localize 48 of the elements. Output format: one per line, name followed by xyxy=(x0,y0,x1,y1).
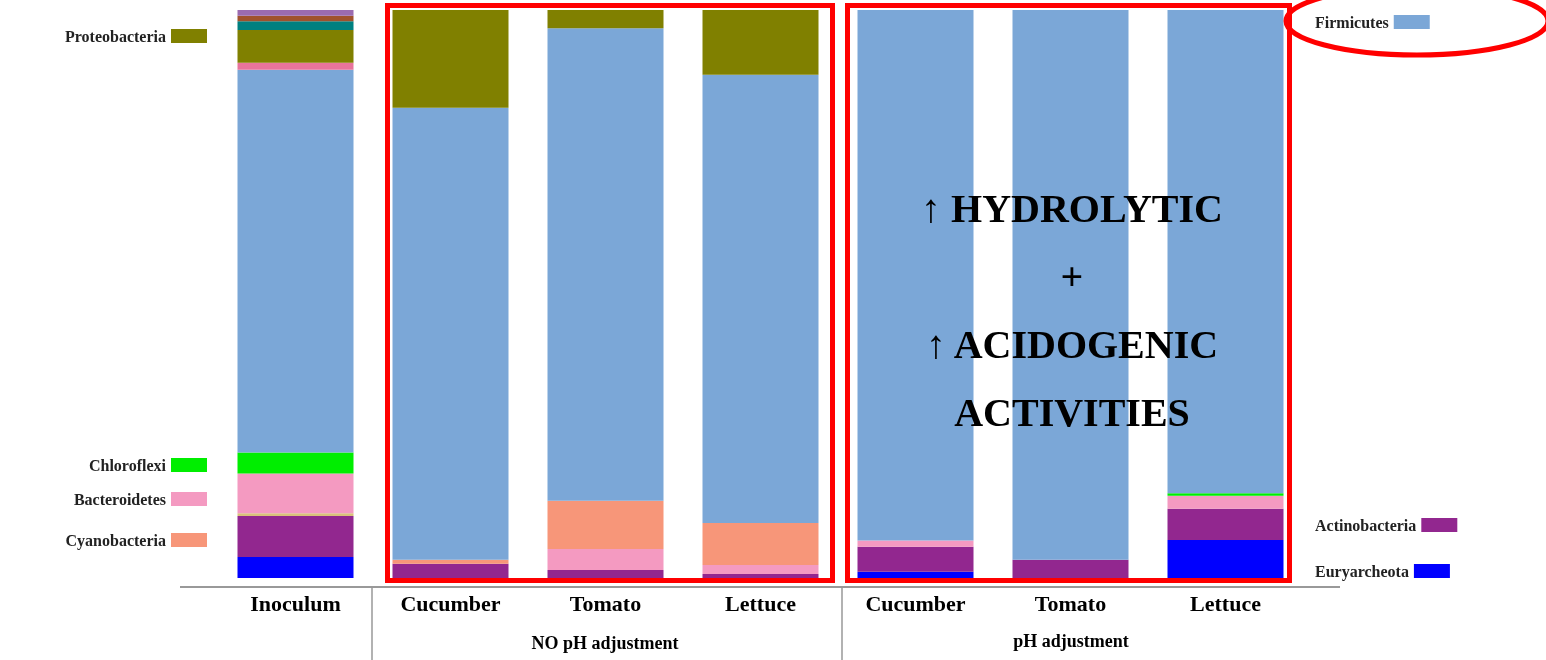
bar xyxy=(392,107,509,560)
bar xyxy=(547,28,664,501)
bar xyxy=(702,522,819,565)
legend-label: Actinobacteria xyxy=(1314,516,1417,534)
legend-label: Cyanobacteria xyxy=(65,531,166,550)
bar xyxy=(857,540,974,547)
bar xyxy=(237,516,354,557)
bar xyxy=(237,21,354,30)
legend-label: Chloroflexi xyxy=(88,456,167,474)
text: pH adjustment xyxy=(1013,631,1129,651)
text: NO pH adjustment xyxy=(531,633,679,653)
bar xyxy=(237,29,354,63)
bar xyxy=(547,10,664,29)
bar xyxy=(237,452,354,474)
bar xyxy=(1167,539,1284,578)
bar xyxy=(392,563,509,578)
bar xyxy=(1167,493,1284,496)
bar xyxy=(547,500,664,550)
bar xyxy=(702,574,819,578)
bar xyxy=(1012,559,1129,578)
legend-label: Firmicutes xyxy=(1315,13,1389,31)
bar xyxy=(392,10,509,108)
x-tick-label: Tomato xyxy=(569,590,642,616)
x-tick-label: Tomato xyxy=(1034,590,1107,616)
legend-label: Euryarcheota xyxy=(1314,562,1409,581)
bar xyxy=(237,69,354,453)
bar xyxy=(857,571,974,578)
legend-label: Proteobacteria xyxy=(65,27,166,45)
bar xyxy=(702,564,819,575)
bar xyxy=(392,559,509,564)
bar xyxy=(547,570,664,578)
x-tick-label: Cucumber xyxy=(400,590,501,616)
bar xyxy=(237,473,354,514)
bar xyxy=(237,62,354,70)
legend-label: Bacteroidetes xyxy=(73,490,166,508)
bar xyxy=(237,513,354,517)
bar xyxy=(237,10,354,16)
x-tick-label: Lettuce xyxy=(725,590,797,616)
bar xyxy=(1167,495,1284,509)
x-tick-label: Inoculum xyxy=(250,590,341,616)
bar xyxy=(857,546,974,572)
bar xyxy=(1167,508,1284,540)
bar xyxy=(702,74,819,523)
bar xyxy=(237,556,354,578)
x-tick-label: Cucumber xyxy=(865,590,966,616)
x-tick-label: Lettuce xyxy=(1190,590,1262,616)
bar xyxy=(547,549,664,571)
bar xyxy=(702,10,819,75)
